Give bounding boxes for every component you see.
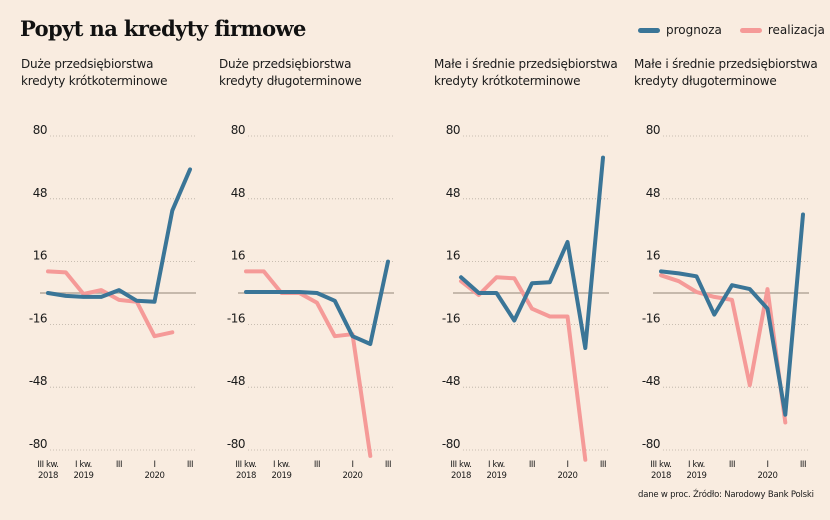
panel-3-title-line1: Małe i średnie przedsiębiorstwa [434,57,618,71]
legend-item-realizacja: realizacja [739,23,825,37]
x-tick-label: III [800,460,806,470]
series-line-realizacja [46,269,175,339]
x-tick-label: I kw. [688,460,705,470]
x-tick-label: III [385,460,391,470]
y-tick-label: -48 [442,374,460,388]
x-tick-label: I [153,460,155,470]
x-tick-year-label: 2019 [73,471,93,481]
legend-label-prognoza: prognoza [666,23,722,37]
y-tick-label: 48 [231,186,245,200]
y-tick-label: 48 [446,186,460,200]
x-tick-label: III kw. [450,460,471,470]
x-tick-label: I [566,460,568,470]
source-note: dane w proc. Źródło: Narodowy Bank Polsk… [638,490,814,500]
panel-2-title-line2: kredyty długoterminowe [219,74,362,88]
x-tick-year-label: 2020 [557,471,577,481]
x-tick-year-label: 2019 [486,471,506,481]
x-tick-year-label: 2018 [451,471,471,481]
x-tick-year-label: 2019 [686,471,706,481]
x-tick-label: III [116,460,122,470]
panel-4-title-line1: Małe i średnie przedsiębiorstwa [634,57,818,71]
x-tick-label: I [351,460,353,470]
legend-item-prognoza: prognoza [638,23,722,37]
legend-swatch-realizacja [739,27,762,33]
x-tick-label: I [766,460,768,470]
series-line-prognoza [459,155,605,350]
y-tick-label: -80 [227,437,245,451]
series-line-prognoza [46,167,192,304]
y-tick-label: -16 [227,311,245,325]
panel-1-subtitle: Duże przedsiębiorstwa kredyty krótkoterm… [21,56,167,90]
y-tick-label: 16 [646,249,660,263]
x-tick-label: III [187,460,193,470]
panel-2-subtitle: Duże przedsiębiorstwa kredyty długotermi… [219,56,362,90]
legend: prognoza realizacja [638,23,830,37]
panel-3-subtitle: Małe i średnie przedsiębiorstwa kredyty … [434,56,618,90]
x-tick-year-label: 2018 [236,471,256,481]
y-tick-label: -16 [642,311,660,325]
y-tick-label: 80 [231,123,245,137]
x-tick-year-label: 2018 [38,471,58,481]
y-tick-label: -80 [642,437,660,451]
x-tick-label: III kw. [37,460,58,470]
x-tick-label: I kw. [488,460,505,470]
legend-swatch-prognoza [638,27,660,33]
y-tick-label: 16 [33,249,47,263]
panel-1-title-line1: Duże przedsiębiorstwa [21,57,154,71]
y-tick-label: 16 [231,249,245,263]
y-tick-label: 80 [446,123,460,137]
y-tick-label: -48 [227,374,245,388]
x-tick-year-label: 2020 [144,471,164,481]
chart-title: Popyt na kredyty firmowe [20,16,306,41]
y-tick-label: 16 [446,249,460,263]
y-tick-label: -48 [29,374,47,388]
x-tick-label: III kw. [650,460,671,470]
y-tick-label: 48 [33,186,47,200]
panel-4-title-line2: kredyty długoterminowe [634,74,777,88]
x-tick-year-label: 2020 [757,471,777,481]
panel-1-title-line2: kredyty krótkoterminowe [21,74,168,88]
series-line-realizacja [244,269,373,458]
x-tick-label: III [600,460,606,470]
legend-label-realizacja: realizacja [767,23,825,37]
x-tick-label: III kw. [235,460,256,470]
y-tick-label: -80 [29,437,47,451]
y-tick-label: 80 [33,123,47,137]
panel-2-title-line1: Duże przedsiębiorstwa [219,57,352,71]
series-line-prognoza [659,212,805,417]
y-tick-label: 80 [646,123,660,137]
x-tick-label: III [529,460,535,470]
y-tick-label: -16 [29,311,47,325]
y-tick-label: -48 [642,374,660,388]
x-tick-year-label: 2018 [651,471,671,481]
x-tick-label: I kw. [273,460,290,470]
panel-3-title-line2: kredyty krótkoterminowe [434,74,581,88]
x-tick-year-label: 2020 [342,471,362,481]
x-tick-label: III [729,460,735,470]
x-tick-year-label: 2019 [271,471,291,481]
y-tick-label: -80 [442,437,460,451]
x-tick-label: I kw. [75,460,92,470]
y-tick-label: 48 [646,186,660,200]
x-tick-label: III [314,460,320,470]
y-tick-label: -16 [442,311,460,325]
panel-4-subtitle: Małe i średnie przedsiębiorstwa kredyty … [634,56,818,90]
